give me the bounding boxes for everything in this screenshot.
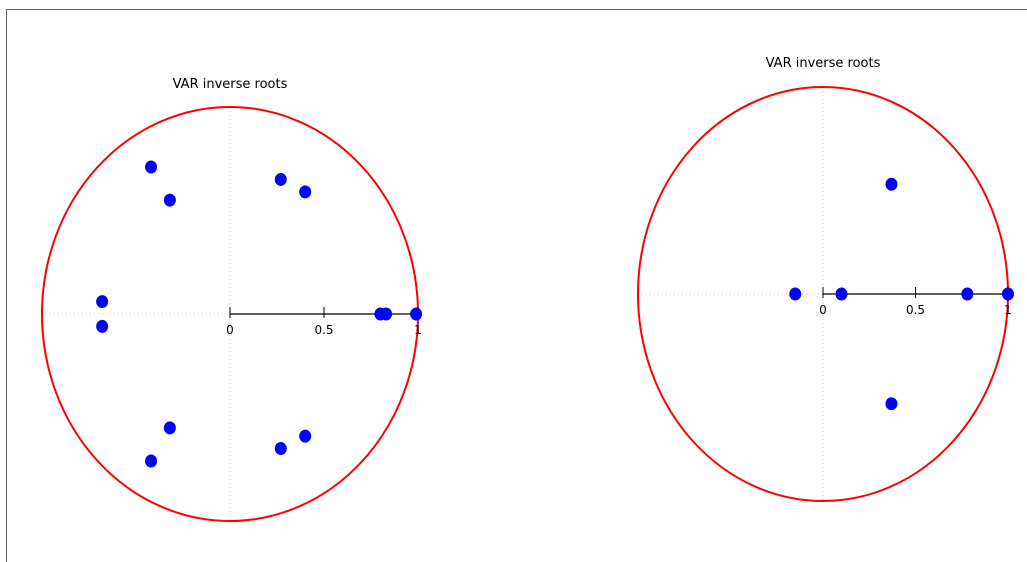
x-tick-label: 0.5 xyxy=(314,323,333,337)
root-point xyxy=(374,307,387,321)
root-point xyxy=(299,185,312,199)
root-point xyxy=(96,295,109,309)
root-point xyxy=(410,307,423,321)
root-point xyxy=(145,160,158,174)
root-point xyxy=(163,193,176,207)
root-point xyxy=(163,421,176,435)
x-tick-label: 0 xyxy=(819,303,827,317)
root-point xyxy=(299,429,312,443)
root-point xyxy=(145,454,158,468)
x-tick-label: 1 xyxy=(414,323,422,337)
root-point xyxy=(274,172,287,186)
root-point xyxy=(961,287,974,301)
x-tick-label: 0.5 xyxy=(906,303,925,317)
chart-title: VAR inverse roots xyxy=(173,77,288,92)
root-point xyxy=(835,287,848,301)
chart-title: VAR inverse roots xyxy=(766,56,881,71)
root-point xyxy=(885,397,898,411)
root-point xyxy=(1002,287,1014,301)
inverse-roots-plot-left: VAR inverse roots 0 0.5 1 xyxy=(41,77,423,522)
root-point xyxy=(96,319,109,333)
x-tick-label: 1 xyxy=(1004,303,1012,317)
figure-frame xyxy=(6,9,1027,562)
root-point xyxy=(789,287,802,301)
root-point xyxy=(274,442,287,456)
root-point xyxy=(885,177,898,191)
x-tick-label: 0 xyxy=(226,323,234,337)
inverse-roots-plot-right: VAR inverse roots 0 0.5 1 xyxy=(637,56,1014,502)
